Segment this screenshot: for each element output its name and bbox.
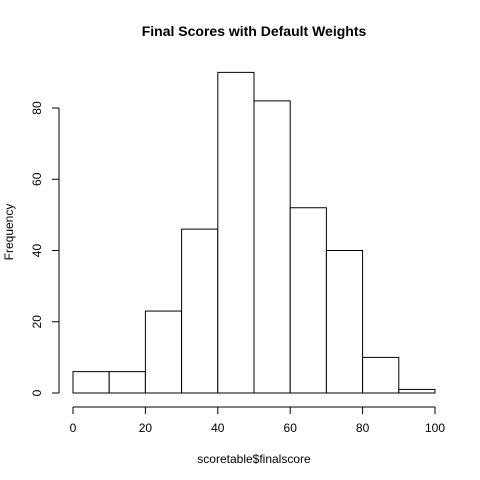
x-axis: 0 20 40 60 80 100 (70, 406, 445, 435)
x-tick-label-60: 60 (284, 421, 298, 435)
histogram-bar-70-80 (325, 250, 364, 394)
y-tick-label-20: 20 (30, 315, 44, 329)
x-tick-label-40: 40 (211, 421, 225, 435)
histogram-bar-90-100 (398, 388, 436, 394)
y-tick-label-0: 0 (30, 389, 44, 396)
x-tick-label-20: 20 (139, 421, 153, 435)
histogram-bar-40-50 (217, 71, 255, 394)
chart-title: Final Scores with Default Weights (142, 23, 367, 39)
histogram-bar-20-30 (144, 310, 183, 394)
histogram-bar-30-40 (181, 228, 219, 394)
histogram-bars (72, 71, 436, 394)
histogram-bar-50-60 (253, 100, 291, 394)
histogram-bar-60-70 (289, 207, 327, 394)
y-tick-label-60: 60 (30, 172, 44, 186)
x-axis-label: scoretable$finalscore (197, 452, 311, 466)
histogram-bar-80-90 (362, 356, 400, 394)
y-tick-label-40: 40 (30, 244, 44, 258)
y-axis: 0 20 40 60 80 (30, 101, 60, 396)
histogram-bar-0-10 (72, 371, 110, 394)
y-axis-label: Frequency (2, 204, 16, 261)
x-tick-label-0: 0 (70, 421, 77, 435)
x-tick-label-100: 100 (425, 421, 445, 435)
y-tick-label-80: 80 (30, 101, 44, 115)
x-tick-label-80: 80 (356, 421, 370, 435)
histogram-bar-10-20 (108, 371, 146, 394)
